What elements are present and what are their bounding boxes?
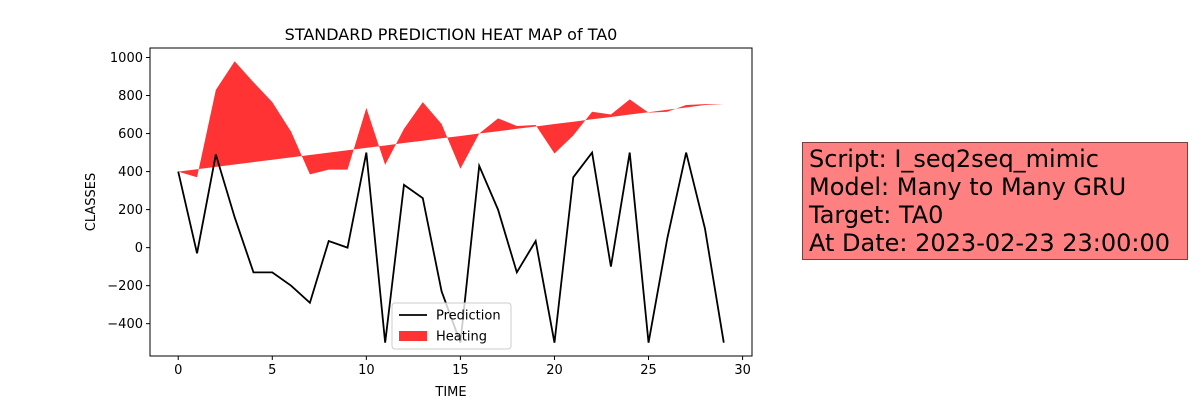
x-tick-label: 20 [546,363,563,378]
info-script: Script: I_seq2seq_mimic [809,145,1099,173]
x-tick-label: 5 [268,363,276,378]
info-box: Script: I_seq2seq_mimic Model: Many to M… [802,142,1188,260]
legend: Prediction Heating [391,302,512,350]
info-date: At Date: 2023-02-23 23:00:00 [809,229,1171,257]
x-axis-label: TIME [434,385,466,400]
y-tick-label: 800 [118,89,143,104]
x-tick-label: 30 [734,363,751,378]
chart-title: STANDARD PREDICTION HEAT MAP of TA0 [285,25,618,44]
y-tick-label: 200 [118,203,143,218]
x-tick-label: 0 [174,363,182,378]
x-tick-label: 10 [358,363,375,378]
y-tick-label: −400 [107,317,143,332]
axes: 0 5 10 15 20 25 30 −400 −200 0 200 400 600 800 1000 [107,51,751,378]
plot-frame [149,47,753,357]
x-tick-label: 15 [452,363,469,378]
y-tick-label: 600 [118,127,143,142]
chart: 0 5 10 15 20 25 30 −400 −200 0 200 400 600 800 1000 ST… [84,25,753,400]
heating-area [178,61,724,178]
y-tick-label: 1000 [110,51,143,66]
legend-swatch-heating [399,331,427,341]
y-tick-label: 0 [135,241,143,256]
info-model: Model: Many to Many GRU [809,173,1127,201]
legend-label: Heating [436,330,487,345]
y-tick-label: 400 [118,165,143,180]
info-target: Target: TA0 [809,201,944,229]
legend-label: Prediction [436,309,501,324]
y-axis-label: CLASSES [84,173,99,231]
plot-area [177,61,725,344]
y-tick-label: −200 [107,279,143,294]
x-tick-label: 25 [640,363,657,378]
